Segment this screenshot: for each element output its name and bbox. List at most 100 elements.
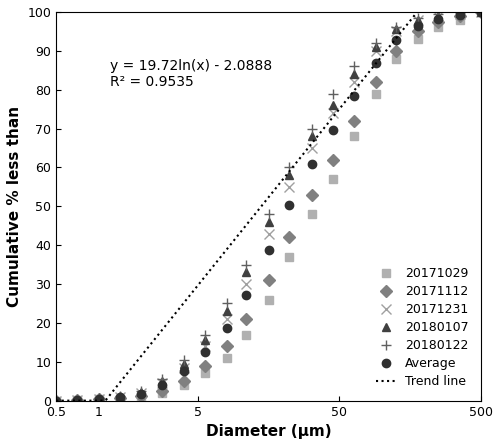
Average [116, 395, 122, 400]
Average [415, 23, 421, 28]
20180107 [244, 270, 250, 275]
20171231 [415, 17, 421, 22]
20171231 [74, 397, 80, 403]
Line: 20171029: 20171029 [52, 8, 485, 405]
20180107 [266, 219, 272, 224]
20171029 [159, 390, 165, 396]
20171231 [286, 184, 292, 190]
20180107 [159, 379, 165, 384]
20171029 [266, 297, 272, 302]
20171112 [436, 19, 442, 25]
20171029 [181, 382, 187, 388]
Average [393, 37, 399, 42]
20171112 [74, 397, 80, 403]
20171112 [478, 9, 484, 15]
20180107 [74, 397, 80, 403]
Trend line [306, 144, 312, 149]
20171029 [478, 9, 484, 15]
20180107 [415, 17, 421, 22]
Average [478, 9, 484, 15]
20171029 [309, 211, 315, 217]
20180122 [457, 10, 463, 16]
Average [330, 128, 336, 133]
Average [96, 396, 102, 401]
20171231 [372, 48, 378, 54]
Average [436, 16, 442, 21]
20171112 [159, 388, 165, 394]
20171029 [457, 17, 463, 22]
20171112 [330, 157, 336, 162]
20171112 [286, 235, 292, 240]
Trend line [54, 398, 60, 403]
20171231 [266, 231, 272, 236]
20171112 [53, 398, 59, 403]
20180107 [138, 389, 144, 395]
20171029 [350, 134, 356, 139]
20171112 [393, 48, 399, 54]
20171029 [286, 254, 292, 260]
20171029 [330, 177, 336, 182]
Trend line [53, 398, 59, 403]
20171231 [393, 29, 399, 34]
20180107 [286, 173, 292, 178]
20171029 [436, 25, 442, 30]
20171231 [436, 13, 442, 18]
20180122 [393, 25, 399, 30]
20171029 [244, 332, 250, 337]
20171231 [159, 380, 165, 386]
20171231 [181, 365, 187, 370]
20180122 [74, 397, 80, 403]
Text: y = 19.72ln(x) - 2.0888
R² = 0.9535: y = 19.72ln(x) - 2.0888 R² = 0.9535 [110, 58, 272, 89]
20171112 [415, 29, 421, 34]
20180122 [138, 388, 144, 394]
Line: 20171231: 20171231 [52, 7, 486, 405]
20180122 [350, 64, 356, 69]
Legend: 20171029, 20171112, 20171231, 20180107, 20180122, Average, Trend line: 20171029, 20171112, 20171231, 20180107, … [370, 261, 475, 394]
20180122 [116, 393, 122, 399]
Line: 20171112: 20171112 [52, 8, 485, 405]
Average [53, 398, 59, 403]
20180107 [478, 9, 484, 15]
20171112 [309, 192, 315, 197]
20180122 [436, 11, 442, 17]
20171029 [224, 355, 230, 360]
20180122 [244, 262, 250, 267]
20180122 [96, 396, 102, 401]
Average [286, 202, 292, 207]
20180122 [53, 398, 59, 403]
Average [74, 397, 80, 403]
20171112 [372, 79, 378, 85]
20180107 [53, 398, 59, 403]
20180122 [224, 301, 230, 306]
Average [138, 391, 144, 396]
20180122 [372, 41, 378, 46]
20180107 [224, 309, 230, 314]
Average [457, 12, 463, 18]
Average [372, 61, 378, 66]
20180107 [96, 396, 102, 401]
Trend line [440, 9, 446, 15]
Trend line [304, 146, 310, 151]
20171112 [266, 277, 272, 283]
20171029 [415, 37, 421, 42]
20171029 [372, 91, 378, 96]
20171029 [53, 398, 59, 403]
20171231 [138, 390, 144, 396]
20180122 [266, 211, 272, 217]
20171231 [478, 9, 484, 15]
Average [266, 247, 272, 252]
20171112 [202, 363, 208, 368]
20180107 [372, 44, 378, 50]
20171231 [116, 394, 122, 400]
20171231 [457, 11, 463, 17]
20171231 [53, 398, 59, 403]
20180107 [181, 361, 187, 366]
20171231 [244, 281, 250, 287]
20171112 [224, 343, 230, 349]
20171112 [457, 13, 463, 18]
Average [202, 349, 208, 355]
20180122 [415, 15, 421, 21]
20180122 [159, 376, 165, 382]
20180122 [478, 9, 484, 15]
20171112 [181, 379, 187, 384]
